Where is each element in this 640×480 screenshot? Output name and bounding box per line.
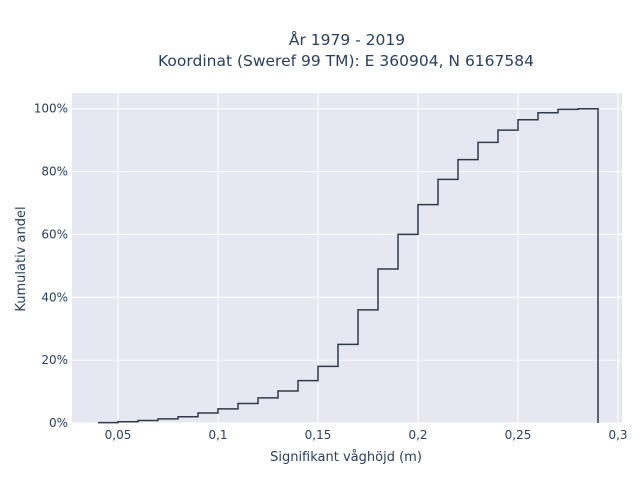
y-axis-label: Kumulativ andel: [14, 206, 29, 311]
y-tick-label: 60%: [41, 227, 68, 241]
x-tick-label: 0,25: [505, 428, 532, 442]
chart-subtitle: Koordinat (Sweref 99 TM): E 360904, N 61…: [158, 52, 534, 70]
ticks: 0,05 0,1 0,15 0,2 0,25 0,3 0% 20% 40% 60% 80% 100%: [34, 102, 628, 442]
x-tick-label: 0,15: [305, 428, 332, 442]
y-tick-label: 0%: [49, 416, 68, 430]
plot-area: [72, 93, 622, 423]
y-tick-label: 40%: [41, 290, 68, 304]
x-tick-label: 0,3: [608, 428, 627, 442]
y-tick-label: 20%: [41, 353, 68, 367]
x-tick-label: 0,2: [408, 428, 427, 442]
cumulative-step-line: [98, 107, 599, 424]
y-tick-label: 100%: [34, 102, 68, 116]
x-tick-label: 0,05: [105, 428, 132, 442]
x-axis-label: Signifikant våghöjd (m): [270, 450, 422, 465]
grid: [72, 93, 622, 424]
chart-title: År 1979 - 2019: [289, 30, 405, 49]
y-tick-label: 80%: [41, 165, 68, 179]
x-tick-label: 0,1: [208, 428, 227, 442]
